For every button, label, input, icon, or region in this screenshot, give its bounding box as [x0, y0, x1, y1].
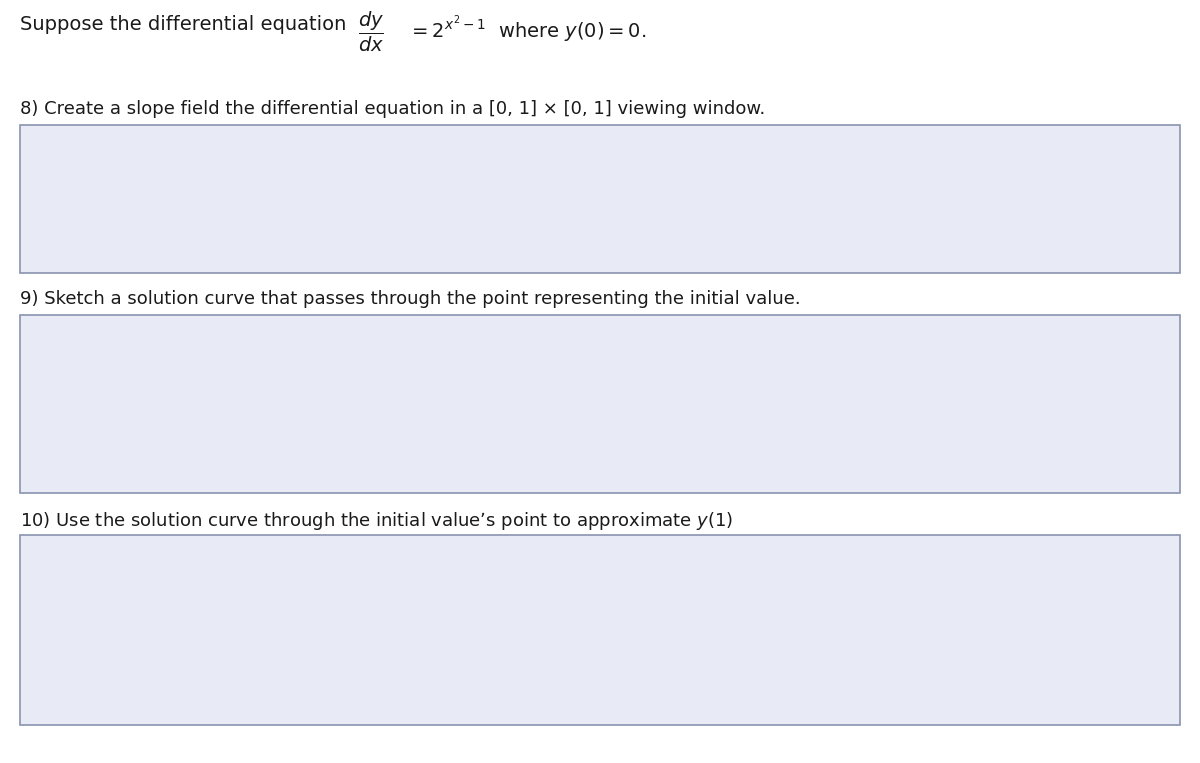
Bar	[20, 125, 1180, 273]
Text: $= 2^{x^2-1}$  where $y(0) = 0.$: $= 2^{x^2-1}$ where $y(0) = 0.$	[408, 15, 647, 45]
Text: 8) Create a slope field the differential equation in a [0, 1] × [0, 1] viewing w: 8) Create a slope field the differential…	[20, 100, 766, 118]
Text: 9) Sketch a solution curve that passes through the point representing the initia: 9) Sketch a solution curve that passes t…	[20, 290, 800, 308]
Bar	[20, 315, 1180, 493]
Text: Suppose the differential equation: Suppose the differential equation	[20, 15, 347, 34]
Bar	[20, 535, 1180, 725]
Text: 10) Use the solution curve through the initial value’s point to approximate $y(1: 10) Use the solution curve through the i…	[20, 510, 733, 532]
Text: $\dfrac{dy}{dx}$: $\dfrac{dy}{dx}$	[358, 10, 384, 54]
